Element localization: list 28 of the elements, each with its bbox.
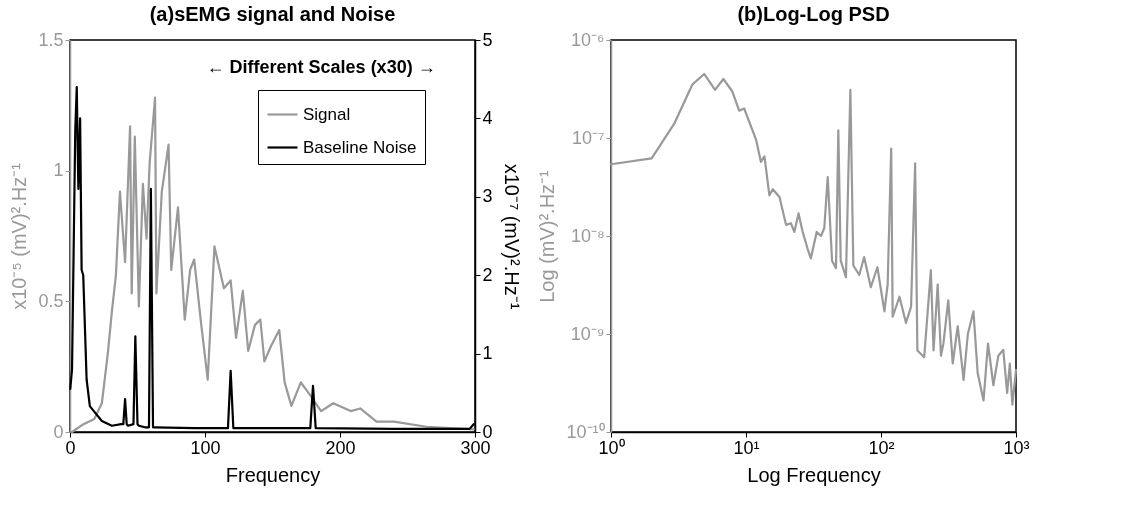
y2-tick-label: 1 (482, 343, 493, 364)
x-tick-label: 200 (325, 437, 356, 458)
x-tick-label: 100 (190, 437, 221, 458)
y2-tick-label: 3 (482, 186, 493, 207)
y-axis-title: Log (mV)².Hz⁻¹ (536, 169, 559, 303)
y-tick-label: 1.5 (38, 29, 64, 50)
y-tick-label: 0 (53, 421, 64, 442)
y2-axis-title: x10⁻⁷ (mV)².Hz⁻¹ (500, 163, 523, 310)
chart-title: (a)sEMG signal and Noise (149, 3, 396, 25)
x-tick-label: 10¹ (733, 437, 760, 458)
x-tick-label: 10² (868, 437, 895, 458)
x-axis-title: Frequency (225, 463, 321, 486)
x-axis-title: Log Frequency (747, 463, 881, 486)
y-tick-label: 0.5 (38, 290, 64, 311)
y2-tick-label: 2 (482, 264, 493, 285)
y-tick-label: 10⁻⁹ (570, 323, 605, 344)
y-tick-label: 1 (53, 160, 64, 181)
chart-title: (b)Log-Log PSD (737, 3, 890, 25)
y2-tick-label: 5 (482, 29, 493, 50)
annotation: ← Different Scales (x30) → (206, 57, 436, 77)
y-tick-label: 10⁻⁸ (570, 225, 605, 246)
y-tick-label: 10⁻⁶ (571, 29, 605, 50)
y-axis-title: x10⁻⁵ (mV)².Hz⁻¹ (8, 162, 31, 310)
y-tick-label: 10⁻⁷ (571, 127, 605, 148)
legend-label: Signal (303, 104, 351, 124)
legend-label: Baseline Noise (303, 137, 417, 157)
y2-tick-label: 4 (482, 107, 493, 128)
x-tick-label: 10³ (1003, 437, 1030, 458)
